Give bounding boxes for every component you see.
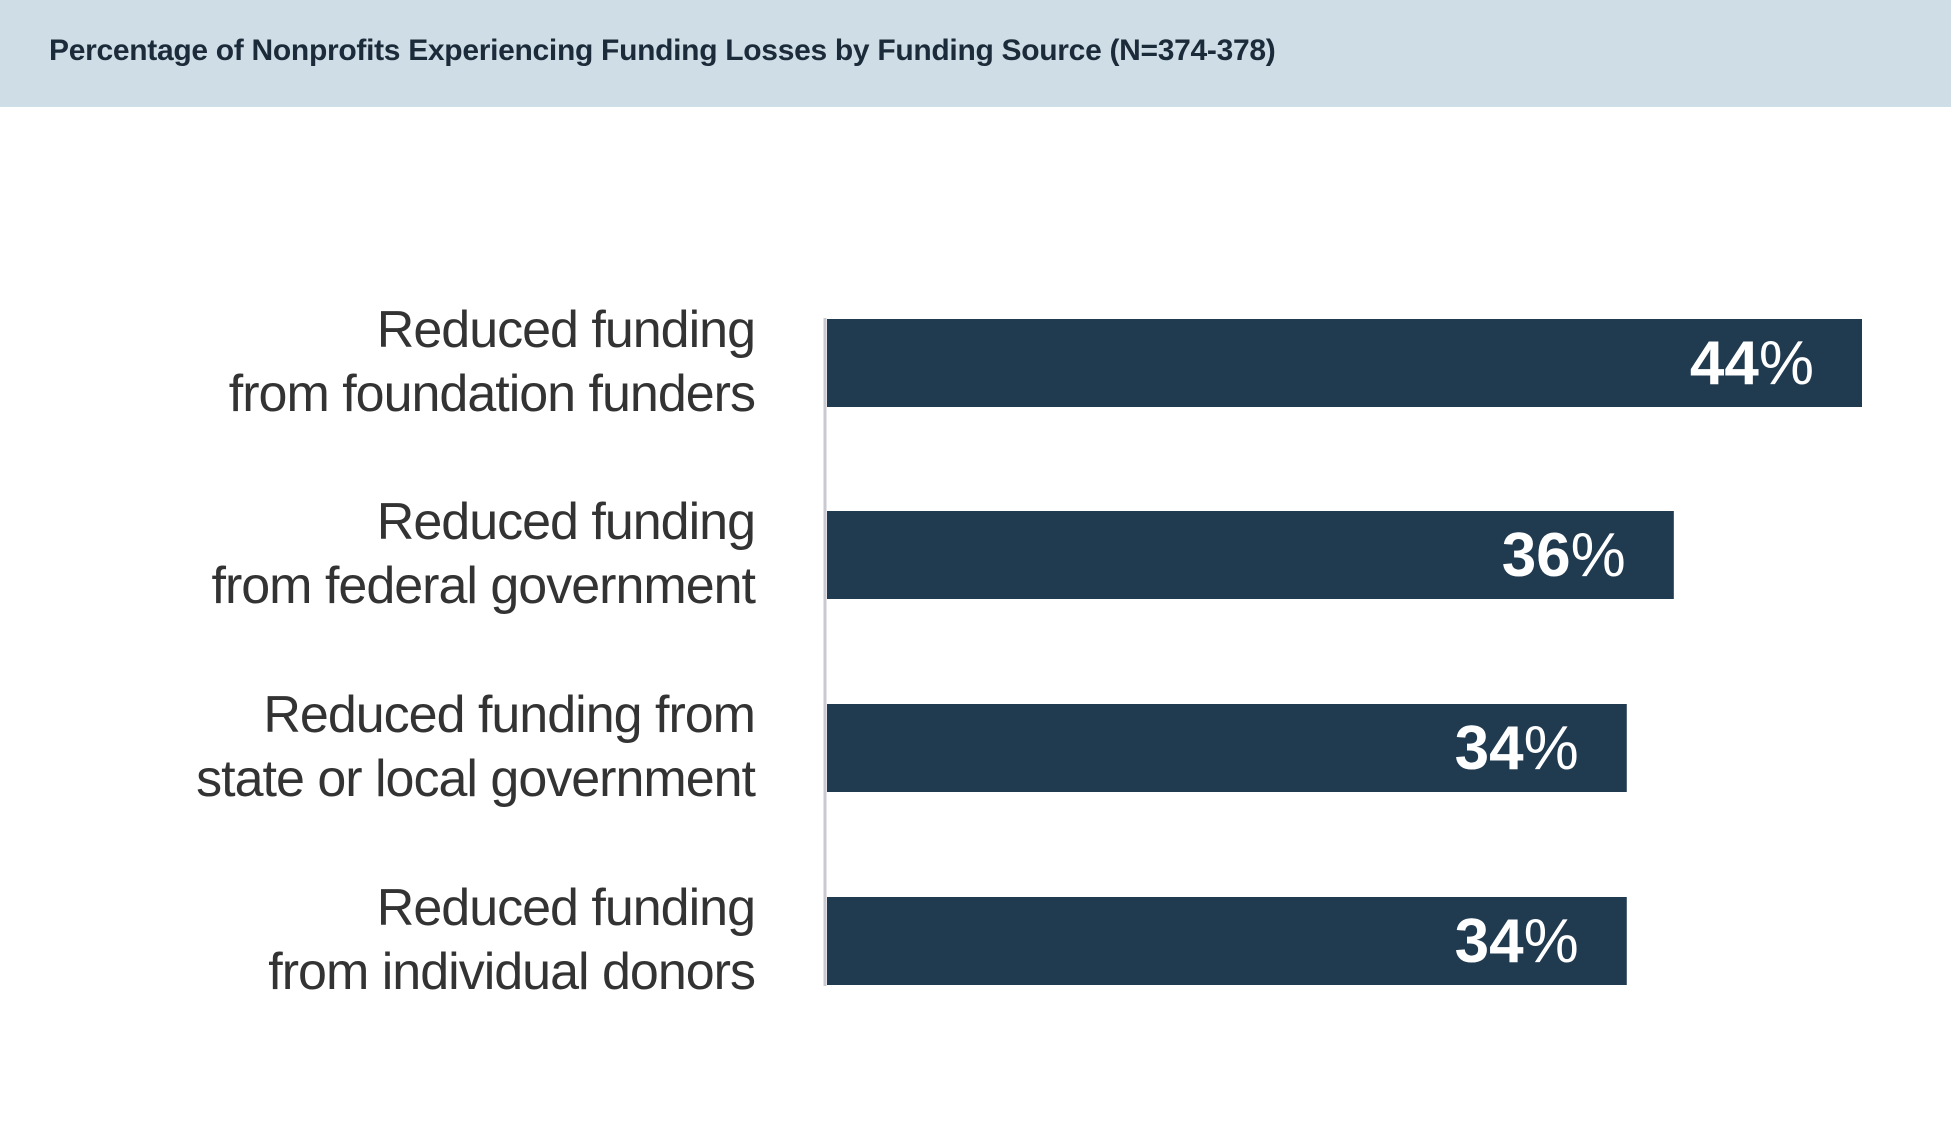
category-label-2: Reduced funding from federal government bbox=[212, 493, 757, 615]
category-label-line: Reduced funding bbox=[377, 879, 755, 937]
category-label-line: Reduced funding bbox=[377, 493, 755, 551]
category-label-line: Reduced funding from bbox=[263, 686, 755, 744]
bar-value-unit: % bbox=[1524, 714, 1579, 783]
category-label-4: Reduced funding from individual donors bbox=[268, 879, 755, 1001]
bar-value-label-1: 44% bbox=[1690, 329, 1814, 398]
bar-value-number: 34 bbox=[1455, 714, 1524, 783]
bar-value-label-4: 34% bbox=[1455, 907, 1579, 976]
bar-value-label-2: 36% bbox=[1502, 521, 1626, 590]
category-label-line: from federal government bbox=[212, 557, 757, 615]
bar-value-number: 34 bbox=[1455, 907, 1524, 976]
bar-value-unit: % bbox=[1524, 907, 1579, 976]
category-label-3: Reduced funding from state or local gover… bbox=[196, 686, 756, 808]
bar-value-unit: % bbox=[1759, 329, 1814, 398]
bar-value-label-3: 34% bbox=[1455, 714, 1579, 783]
category-label-line: state or local government bbox=[196, 750, 756, 808]
category-label-line: from individual donors bbox=[268, 943, 755, 1001]
category-label-line: Reduced funding bbox=[377, 301, 755, 359]
bar-value-number: 44 bbox=[1690, 329, 1759, 398]
category-label-line: from foundation funders bbox=[229, 365, 755, 423]
bars-group: 44% Reduced funding from foundation funder… bbox=[196, 301, 1862, 1001]
bar-value-number: 36 bbox=[1502, 521, 1571, 590]
category-label-1: Reduced funding from foundation funders bbox=[229, 301, 755, 423]
bar-value-unit: % bbox=[1571, 521, 1626, 590]
